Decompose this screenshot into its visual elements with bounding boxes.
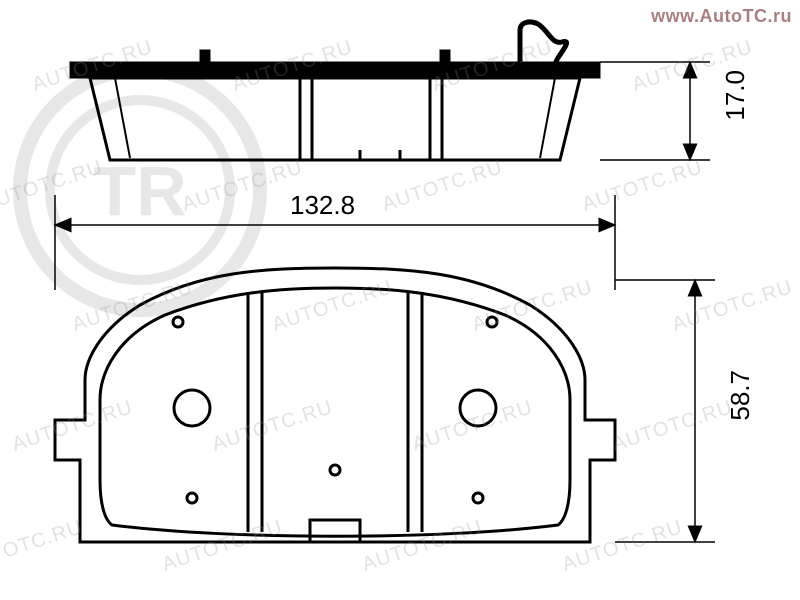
top-view bbox=[70, 22, 600, 160]
front-view bbox=[55, 268, 615, 542]
dim-label-top-height: 17.0 bbox=[720, 70, 751, 121]
dim-front-height bbox=[615, 280, 715, 542]
dim-top-height bbox=[600, 62, 710, 160]
dim-label-width: 132.8 bbox=[290, 190, 355, 221]
technical-drawing bbox=[0, 0, 800, 600]
source-url-watermark: www.AutoTC.ru bbox=[651, 6, 792, 27]
dim-label-front-height: 58.7 bbox=[725, 370, 756, 421]
